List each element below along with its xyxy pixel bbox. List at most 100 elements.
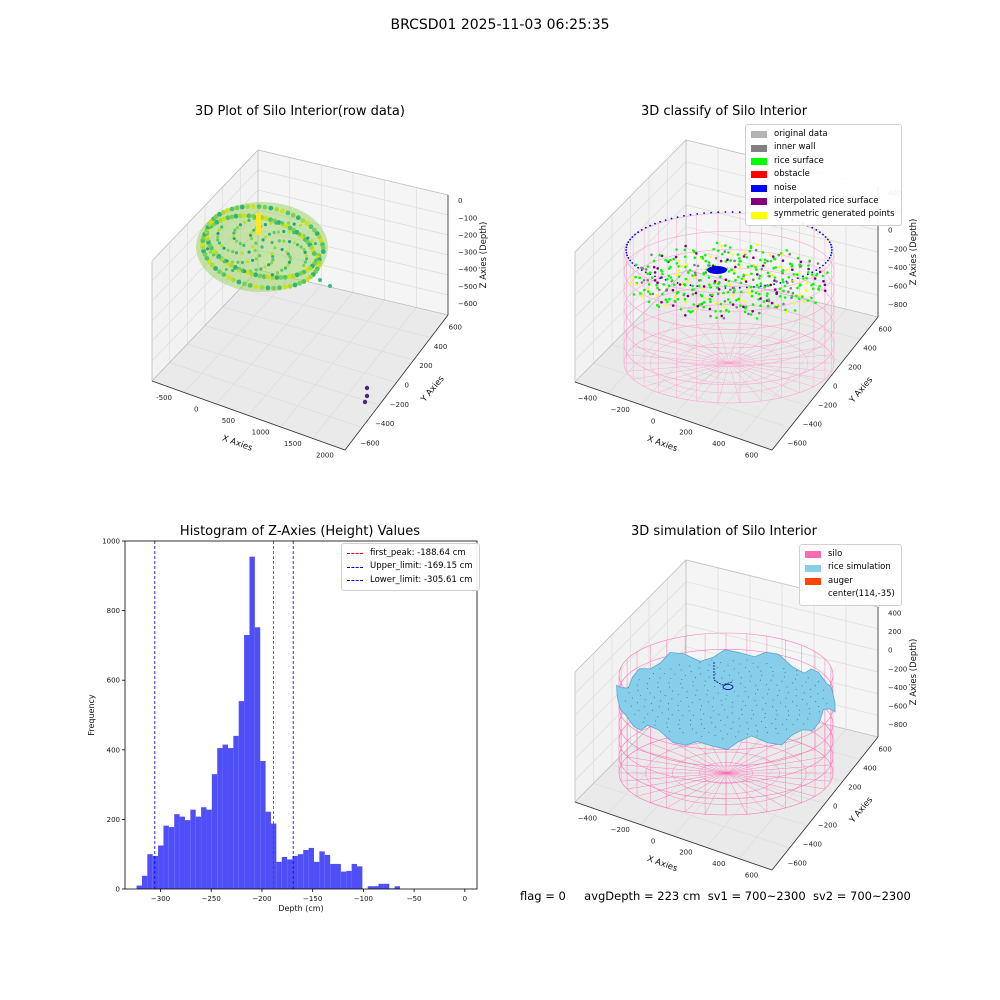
raw-point	[232, 231, 236, 235]
classified-point	[677, 259, 680, 263]
raw-point	[286, 263, 290, 267]
rice-mesh-point	[808, 708, 810, 710]
classified-point	[812, 287, 815, 290]
raw-outlier-point	[362, 399, 368, 405]
rice-mesh-point	[680, 669, 682, 671]
raw-point	[285, 250, 289, 254]
rice-mesh-point	[711, 659, 713, 661]
classified-point	[785, 268, 789, 272]
rice-mesh-point	[660, 691, 662, 693]
classified-point	[783, 296, 787, 299]
classify-x-tick-label: 0	[651, 417, 655, 425]
noise-point	[654, 275, 656, 278]
legend-entry: rice simulation	[805, 561, 895, 574]
raw-z-tick-label: −600	[458, 300, 477, 308]
raw-point	[282, 239, 286, 243]
classify-y-axis-line	[771, 316, 879, 451]
classified-point	[696, 304, 699, 308]
classified-point	[671, 288, 675, 292]
histogram-plot: −300 −250 −200 −150 −100 −50 0 0 200 400 600 800 100…	[87, 538, 478, 913]
classified-point	[736, 275, 740, 279]
classified-point	[743, 300, 747, 303]
raw-point	[288, 255, 292, 259]
rice-mesh-point	[766, 732, 768, 734]
raw-point	[217, 228, 221, 232]
raw-point	[213, 266, 219, 271]
classified-point	[748, 291, 752, 295]
histogram-bar	[351, 863, 357, 889]
noise-point	[830, 246, 833, 249]
classified-point	[763, 285, 766, 289]
simulation-plot-title: 3D simulation of Silo Interior	[631, 524, 817, 539]
rice-mesh-point	[674, 673, 676, 675]
sim-x-tick-label: −400	[578, 815, 597, 823]
noise-point	[696, 285, 699, 287]
classified-point	[660, 300, 663, 304]
sim-x-tick-label: 200	[679, 849, 692, 857]
classified-point	[770, 273, 774, 277]
rice-mesh-point	[699, 698, 701, 700]
rice-mesh-point	[653, 696, 655, 698]
legend-entry: noise	[751, 182, 895, 195]
classified-point	[758, 277, 761, 280]
rice-mesh-point	[699, 662, 701, 664]
noise-point	[822, 233, 824, 236]
rice-mesh-point	[703, 727, 705, 729]
rice-mesh-point	[700, 705, 703, 707]
raw-point	[263, 216, 269, 221]
flag-status: flag = 0	[520, 889, 566, 903]
legend-swatch	[751, 211, 767, 219]
classified-point	[694, 307, 698, 311]
noise-point	[710, 211, 712, 214]
rice-mesh-point	[721, 704, 723, 706]
classified-point	[702, 305, 705, 309]
legend-entry: inner wall	[751, 141, 895, 154]
classified-point	[746, 273, 749, 277]
classified-point	[692, 303, 696, 306]
raw-z-tick-label: −100	[458, 214, 477, 222]
rice-mesh-point	[722, 688, 724, 690]
rice-mesh-point	[815, 700, 817, 703]
rice-mesh-point	[791, 682, 793, 684]
classified-point	[773, 276, 777, 279]
rice-mesh-point	[684, 674, 686, 676]
noise-point	[659, 220, 661, 223]
classified-point	[750, 294, 754, 298]
raw-x-tick-label: 0	[194, 405, 198, 413]
classified-point	[656, 281, 659, 284]
rice-mesh-point	[801, 685, 803, 687]
legend-entry: Upper_limit: -169.15 cm	[347, 560, 473, 573]
rice-mesh-point	[822, 689, 824, 691]
rice-mesh-point	[716, 667, 718, 669]
classified-point	[766, 259, 769, 263]
classify-y-tick-label: 200	[848, 364, 861, 372]
classify-z-tick-label: −200	[888, 245, 907, 253]
raw-point	[267, 232, 272, 236]
rice-mesh-point	[755, 724, 757, 726]
classified-point	[799, 283, 802, 286]
raw-x-tick-label: -500	[156, 394, 172, 402]
noise-point	[828, 257, 831, 259]
classified-point	[634, 275, 637, 279]
legend-entry: first_peak: -188.64 cm	[347, 547, 473, 560]
classified-point	[751, 303, 755, 306]
raw-point	[294, 272, 300, 278]
classified-point	[677, 265, 680, 268]
raw-point	[289, 258, 293, 262]
raw-bright-strip	[256, 213, 261, 235]
noise-point	[629, 259, 631, 262]
raw-point	[225, 215, 231, 221]
rice-mesh-point	[754, 699, 756, 702]
raw-point	[269, 221, 273, 225]
classified-point	[724, 278, 728, 281]
raw-point	[262, 204, 268, 210]
classified-point	[810, 273, 814, 276]
classify-x-tick-label: 200	[679, 429, 692, 437]
classified-point	[632, 293, 636, 296]
raw-point	[221, 216, 227, 222]
noise-point	[746, 286, 748, 289]
raw-z-tick-label: −400	[458, 266, 477, 274]
rice-mesh-point	[724, 709, 726, 711]
classified-point	[642, 279, 646, 282]
legend-label: original data	[774, 129, 828, 139]
